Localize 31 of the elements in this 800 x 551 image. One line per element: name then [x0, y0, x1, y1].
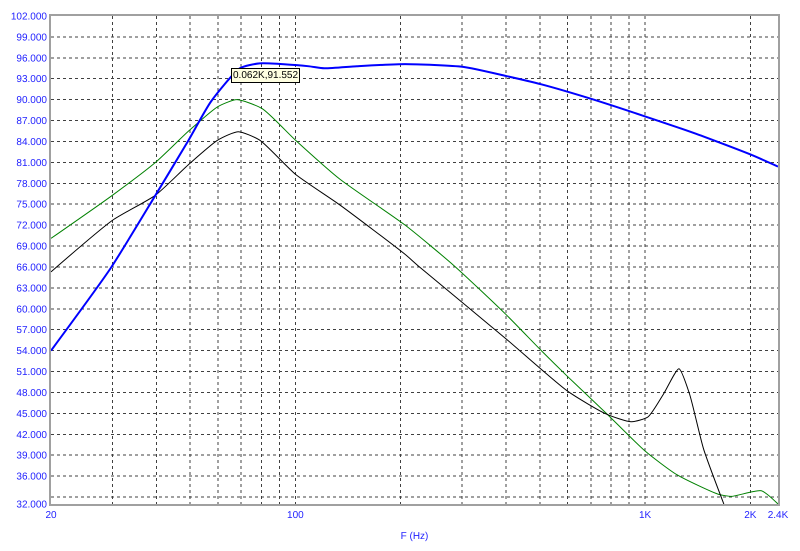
- y-tick-label: 60.000: [16, 304, 48, 316]
- y-tick-label: 48.000: [16, 388, 48, 399]
- y-tick-label: 36.000: [16, 472, 48, 483]
- y-tick-label: 57.000: [16, 325, 48, 336]
- y-tick-label: 66.000: [16, 262, 48, 274]
- y-tick-label: 90.000: [16, 95, 48, 106]
- y-tick-label: 69.000: [16, 242, 48, 253]
- y-tick-label: 63.000: [16, 283, 48, 294]
- y-tick-label: 78.000: [16, 178, 48, 190]
- y-tick-label: 87.000: [16, 116, 48, 128]
- y-tick-label: 51.000: [16, 367, 48, 378]
- y-tick-label: 75.000: [16, 200, 48, 211]
- y-tick-label: 96.000: [16, 53, 48, 64]
- y-tick-label: 99.000: [16, 32, 48, 44]
- y-tick-label: 102.000: [10, 12, 48, 22]
- annotation: 0.062K,91.552: [233, 70, 298, 81]
- x-tick-label: 20: [45, 510, 57, 521]
- y-tick-label: 84.000: [16, 136, 48, 148]
- x-tick-label: 100: [287, 510, 304, 521]
- x-tick-label: 2.4K: [768, 510, 789, 521]
- x-tick-label: 2K: [744, 510, 757, 521]
- x-tick-label: 1K: [638, 510, 652, 521]
- y-tick-label: 72.000: [16, 220, 48, 232]
- y-tick-label: 45.000: [16, 408, 48, 420]
- y-tick-label: 39.000: [16, 450, 48, 462]
- y-tick-label: 42.000: [16, 430, 48, 441]
- y-tick-label: 93.000: [16, 74, 48, 86]
- y-tick-label: 54.000: [16, 346, 48, 358]
- y-tick-label: 32.000: [16, 500, 48, 510]
- x-axis-title: F (Hz): [400, 531, 428, 542]
- y-tick-label: 81.000: [16, 158, 48, 169]
